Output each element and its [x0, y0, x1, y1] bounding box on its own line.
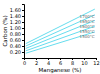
- x-tick: 4: [47, 58, 50, 66]
- y-tick-mark: [22, 46, 24, 47]
- y-tick-mark: [22, 52, 24, 53]
- x-tick: 10: [81, 58, 87, 66]
- x-tick-label: 0: [23, 60, 26, 66]
- line: [26, 21, 95, 49]
- line-label: 1500°C: [80, 34, 95, 39]
- line-labels: 1700°C1650°C1600°C1550°C1500°C: [80, 14, 95, 39]
- y-tick: 0.60: [10, 37, 24, 43]
- x-tick: 8: [71, 58, 74, 66]
- y-tick: 0.20: [10, 49, 24, 55]
- y-tick-label: 1.40: [10, 13, 21, 19]
- plot: 0 2 4 6 8 10 12 0.200.400.600.801.001.201.401.6…: [10, 5, 100, 66]
- x-tick-label: 4: [47, 60, 50, 66]
- x-axis-title: Manganese (%): [39, 67, 82, 74]
- x-axis: 0 2 4 6 8 10 12: [23, 58, 100, 66]
- y-tick-mark: [22, 34, 24, 35]
- y-tick-mark: [22, 40, 24, 41]
- y-tick: 1.60: [10, 7, 24, 13]
- y-tick-mark: [22, 22, 24, 23]
- x-tick: 6: [59, 58, 62, 66]
- x-tick: 2: [35, 58, 38, 66]
- y-tick-mark: [22, 28, 24, 29]
- y-tick: 1.20: [10, 19, 24, 25]
- y-tick: 1.40: [10, 13, 24, 19]
- x-tick: 0: [23, 58, 26, 66]
- y-tick-label: 1.20: [10, 19, 21, 25]
- x-tick-label: 6: [59, 60, 62, 66]
- y-axis-line: [22, 5, 25, 59]
- x-tick-label: 8: [71, 60, 74, 66]
- y-axis: 0.200.400.600.801.001.201.401.60: [10, 5, 25, 59]
- y-tick-label: 1.00: [10, 25, 21, 31]
- y-tick-label: 1.60: [10, 7, 21, 13]
- x-tick: 12: [93, 58, 99, 66]
- x-tick-label: 12: [93, 60, 99, 66]
- y-tick: 0.40: [10, 43, 24, 49]
- lines: [26, 9, 95, 53]
- line: [26, 15, 95, 46]
- line: [26, 26, 95, 51]
- x-tick-label: 2: [35, 60, 38, 66]
- y-tick-mark: [22, 16, 24, 17]
- y-tick: 1.00: [10, 25, 24, 31]
- y-tick-label: 0.60: [10, 37, 21, 43]
- y-tick-label: 0.40: [10, 43, 21, 49]
- y-axis-title: Carbon (%): [2, 15, 8, 46]
- y-tick: 0.80: [10, 31, 24, 37]
- chart: 0 2 4 6 8 10 12 0.200.400.600.801.001.201.401.6…: [0, 0, 100, 74]
- y-tick-label: 0.20: [10, 49, 21, 55]
- x-tick-label: 10: [81, 60, 87, 66]
- line: [26, 32, 95, 53]
- y-tick-label: 0.80: [10, 31, 21, 37]
- y-tick-mark: [22, 10, 24, 11]
